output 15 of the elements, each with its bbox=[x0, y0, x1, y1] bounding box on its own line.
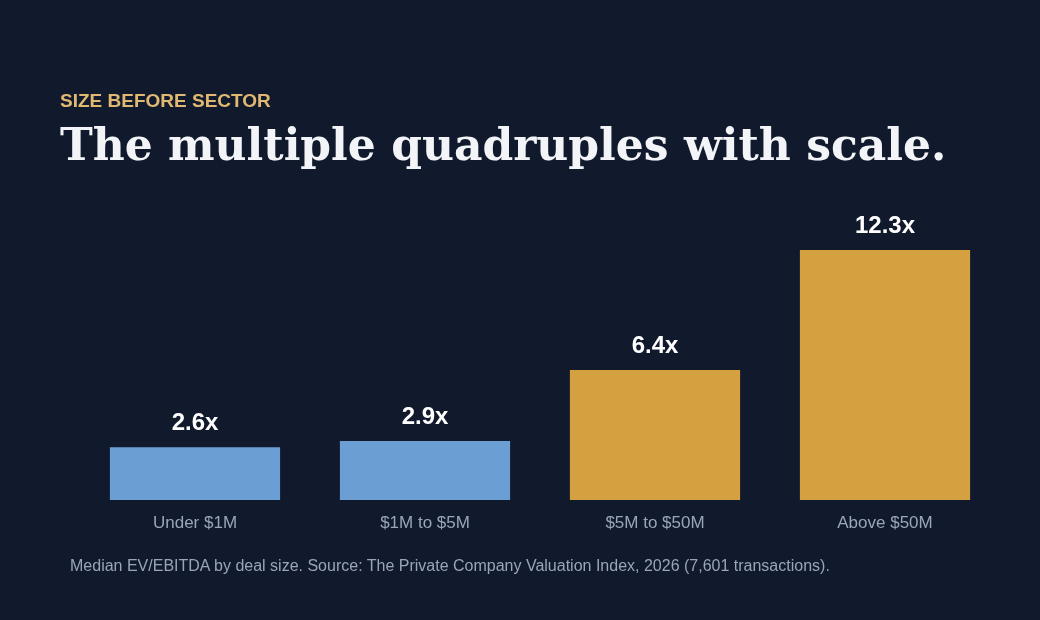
text: Median EV/EBITDA by deal size. Source: The Private Company Valuation Index, 2026 (7,601 transactions). bbox=[70, 557, 830, 574]
bar bbox=[339, 441, 511, 500]
chart-title: The multiple quadruples with scale. bbox=[60, 119, 947, 170]
bar bbox=[109, 447, 281, 500]
x-tick-label: $1M to $5M bbox=[380, 512, 470, 532]
bar bbox=[799, 250, 971, 500]
bar bbox=[569, 369, 741, 500]
data-label: 2.9x bbox=[401, 402, 449, 430]
chart-subtitle: SIZE BEFORE SECTOR bbox=[60, 90, 272, 111]
data-label: 6.4x bbox=[631, 330, 679, 358]
x-tick-label: Under $1M bbox=[152, 512, 238, 532]
data-label: 2.6x bbox=[171, 408, 219, 436]
data-label: 12.3x bbox=[854, 211, 916, 238]
x-tick-label: Above $50M bbox=[837, 512, 933, 532]
x-tick-label: $5M to $50M bbox=[605, 512, 705, 532]
